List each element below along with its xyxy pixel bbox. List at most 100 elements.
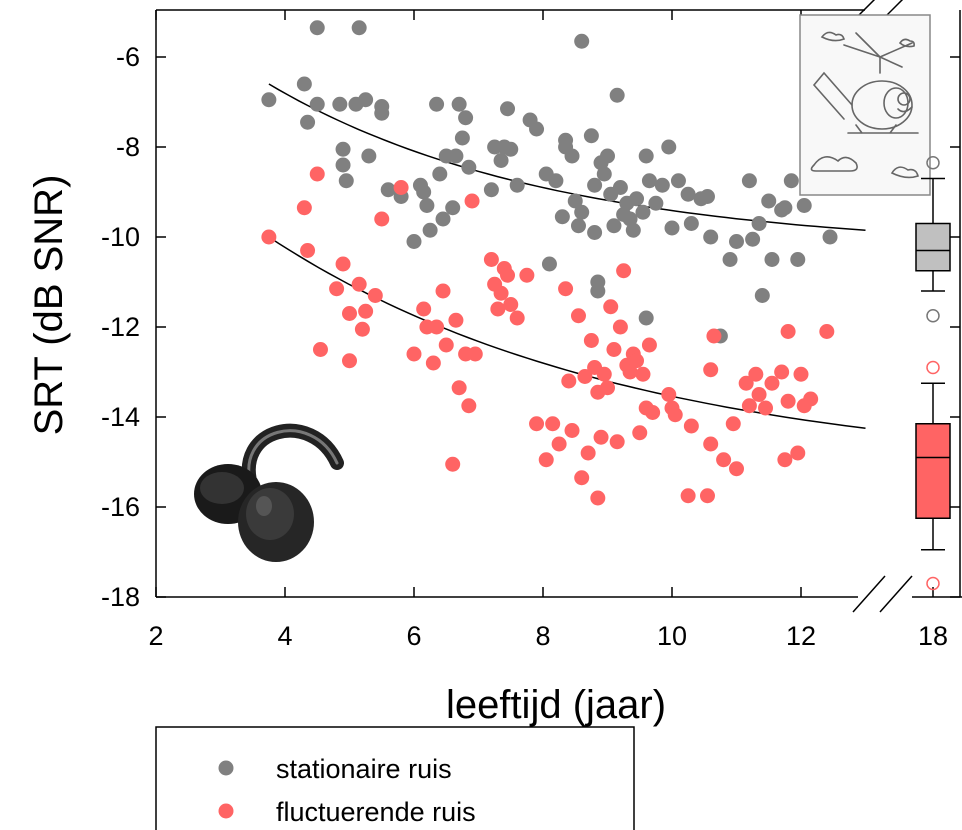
point-stationaire-ruis xyxy=(374,106,389,121)
point-fluctuerende-ruis xyxy=(510,311,525,326)
point-stationaire-ruis xyxy=(587,225,602,240)
point-stationaire-ruis xyxy=(261,92,276,107)
point-fluctuerende-ruis xyxy=(726,416,741,431)
point-fluctuerende-ruis xyxy=(781,394,796,409)
point-fluctuerende-ruis xyxy=(490,302,505,317)
point-stationaire-ruis xyxy=(571,218,586,233)
point-stationaire-ruis xyxy=(635,205,650,220)
point-fluctuerende-ruis xyxy=(610,434,625,449)
point-fluctuerende-ruis xyxy=(819,324,834,339)
point-fluctuerende-ruis xyxy=(635,367,650,382)
point-fluctuerende-ruis xyxy=(310,167,325,182)
point-fluctuerende-ruis xyxy=(594,430,609,445)
x-tick-label: 10 xyxy=(657,621,687,651)
point-fluctuerende-ruis xyxy=(529,416,544,431)
point-stationaire-ruis xyxy=(600,149,615,164)
point-stationaire-ruis xyxy=(300,115,315,130)
point-stationaire-ruis xyxy=(416,185,431,200)
point-stationaire-ruis xyxy=(500,101,515,116)
point-fluctuerende-ruis xyxy=(429,320,444,335)
point-stationaire-ruis xyxy=(555,209,570,224)
point-fluctuerende-ruis xyxy=(416,302,431,317)
point-fluctuerende-ruis xyxy=(758,401,773,416)
point-stationaire-ruis xyxy=(797,198,812,213)
point-stationaire-ruis xyxy=(352,20,367,35)
point-stationaire-ruis xyxy=(777,200,792,215)
point-fluctuerende-ruis xyxy=(629,353,644,368)
point-fluctuerende-ruis xyxy=(426,356,441,371)
point-fluctuerende-ruis xyxy=(590,491,605,506)
boxplot-stationaire-box xyxy=(916,224,950,271)
point-fluctuerende-ruis xyxy=(597,367,612,382)
axis-break-bottom-2 xyxy=(880,576,912,612)
point-stationaire-ruis xyxy=(461,160,476,175)
point-stationaire-ruis xyxy=(407,234,422,249)
point-stationaire-ruis xyxy=(310,97,325,112)
point-fluctuerende-ruis xyxy=(539,452,554,467)
y-tick-label: -6 xyxy=(116,42,140,72)
boxplot-fluctuerende-box xyxy=(916,424,950,519)
point-stationaire-ruis xyxy=(332,97,347,112)
point-fluctuerende-ruis xyxy=(642,338,657,353)
point-fluctuerende-ruis xyxy=(781,324,796,339)
point-stationaire-ruis xyxy=(655,178,670,193)
helicopter-drawing-icon xyxy=(800,15,930,195)
point-fluctuerende-ruis xyxy=(790,446,805,461)
point-stationaire-ruis xyxy=(681,187,696,202)
boxplot-stationaire-outlier xyxy=(927,310,939,322)
point-stationaire-ruis xyxy=(742,173,757,188)
point-stationaire-ruis xyxy=(445,200,460,215)
data-points xyxy=(261,20,837,505)
point-stationaire-ruis xyxy=(665,221,680,236)
point-stationaire-ruis xyxy=(336,158,351,173)
point-fluctuerende-ruis xyxy=(448,313,463,328)
point-fluctuerende-ruis xyxy=(519,268,534,283)
earmuffs-headphones-icon xyxy=(194,431,337,562)
point-stationaire-ruis xyxy=(423,223,438,238)
point-stationaire-ruis xyxy=(761,194,776,209)
point-fluctuerende-ruis xyxy=(503,297,518,312)
axis-break-bottom-1 xyxy=(853,576,885,612)
point-fluctuerende-ruis xyxy=(645,405,660,420)
point-fluctuerende-ruis xyxy=(794,367,809,382)
point-stationaire-ruis xyxy=(574,205,589,220)
point-stationaire-ruis xyxy=(542,257,557,272)
point-fluctuerende-ruis xyxy=(329,281,344,296)
point-stationaire-ruis xyxy=(590,284,605,299)
point-fluctuerende-ruis xyxy=(545,416,560,431)
x-tick-label: 4 xyxy=(277,621,292,651)
x-tick-label: 2 xyxy=(148,621,163,651)
point-stationaire-ruis xyxy=(700,189,715,204)
point-fluctuerende-ruis xyxy=(461,398,476,413)
point-fluctuerende-ruis xyxy=(684,419,699,434)
point-stationaire-ruis xyxy=(458,110,473,125)
point-fluctuerende-ruis xyxy=(552,437,567,452)
point-stationaire-ruis xyxy=(639,149,654,164)
point-stationaire-ruis xyxy=(671,173,686,188)
point-stationaire-ruis xyxy=(548,173,563,188)
point-stationaire-ruis xyxy=(610,88,625,103)
point-fluctuerende-ruis xyxy=(445,457,460,472)
point-fluctuerende-ruis xyxy=(729,461,744,476)
point-stationaire-ruis xyxy=(310,20,325,35)
point-fluctuerende-ruis xyxy=(752,387,767,402)
point-fluctuerende-ruis xyxy=(603,299,618,314)
point-fluctuerende-ruis xyxy=(748,367,763,382)
point-fluctuerende-ruis xyxy=(355,322,370,337)
point-stationaire-ruis xyxy=(574,34,589,49)
point-stationaire-ruis xyxy=(745,232,760,247)
x-axis-title: leeftijd (jaar) xyxy=(446,683,666,727)
point-stationaire-ruis xyxy=(597,167,612,182)
point-fluctuerende-ruis xyxy=(452,380,467,395)
point-fluctuerende-ruis xyxy=(700,488,715,503)
y-tick-label: -18 xyxy=(101,582,140,612)
point-stationaire-ruis xyxy=(336,142,351,157)
point-stationaire-ruis xyxy=(790,252,805,267)
point-fluctuerende-ruis xyxy=(484,252,499,267)
point-stationaire-ruis xyxy=(503,142,518,157)
point-fluctuerende-ruis xyxy=(374,212,389,227)
point-fluctuerende-ruis xyxy=(613,320,628,335)
point-fluctuerende-ruis xyxy=(565,423,580,438)
y-tick-label: -14 xyxy=(101,402,140,432)
